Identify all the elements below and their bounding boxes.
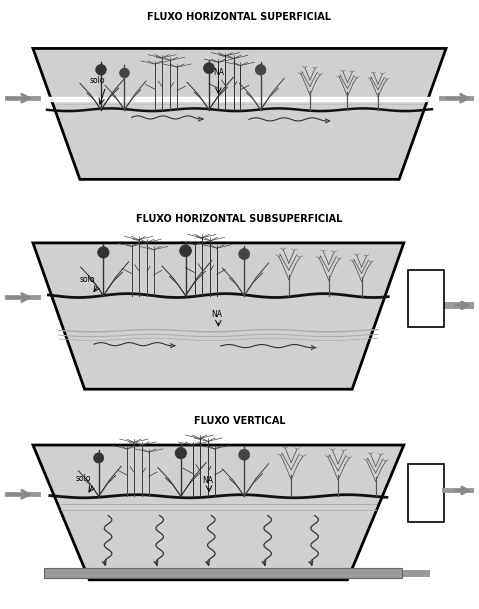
- Bar: [409, 465, 444, 523]
- Ellipse shape: [96, 65, 106, 75]
- Text: NA: NA: [202, 476, 213, 485]
- Ellipse shape: [239, 449, 250, 460]
- Polygon shape: [33, 243, 404, 389]
- Ellipse shape: [239, 248, 250, 259]
- Text: NA: NA: [213, 68, 224, 77]
- Ellipse shape: [204, 63, 215, 74]
- Ellipse shape: [175, 448, 186, 459]
- Ellipse shape: [120, 68, 129, 78]
- Bar: [44, 568, 402, 578]
- Text: solo: solo: [89, 76, 105, 85]
- Text: FLUXO VERTICAL: FLUXO VERTICAL: [194, 416, 285, 426]
- Ellipse shape: [98, 247, 109, 258]
- Bar: [409, 270, 444, 327]
- Ellipse shape: [180, 245, 192, 257]
- Ellipse shape: [93, 453, 104, 463]
- Text: solo: solo: [80, 275, 95, 284]
- Ellipse shape: [255, 65, 266, 75]
- Text: FLUXO HORIZONTAL SUPERFICIAL: FLUXO HORIZONTAL SUPERFICIAL: [148, 12, 331, 22]
- Text: NA: NA: [211, 310, 222, 319]
- Text: FLUXO HORIZONTAL SUBSUPERFICIAL: FLUXO HORIZONTAL SUBSUPERFICIAL: [137, 214, 342, 224]
- Polygon shape: [33, 49, 446, 180]
- Polygon shape: [33, 445, 404, 580]
- Text: solo: solo: [75, 474, 91, 483]
